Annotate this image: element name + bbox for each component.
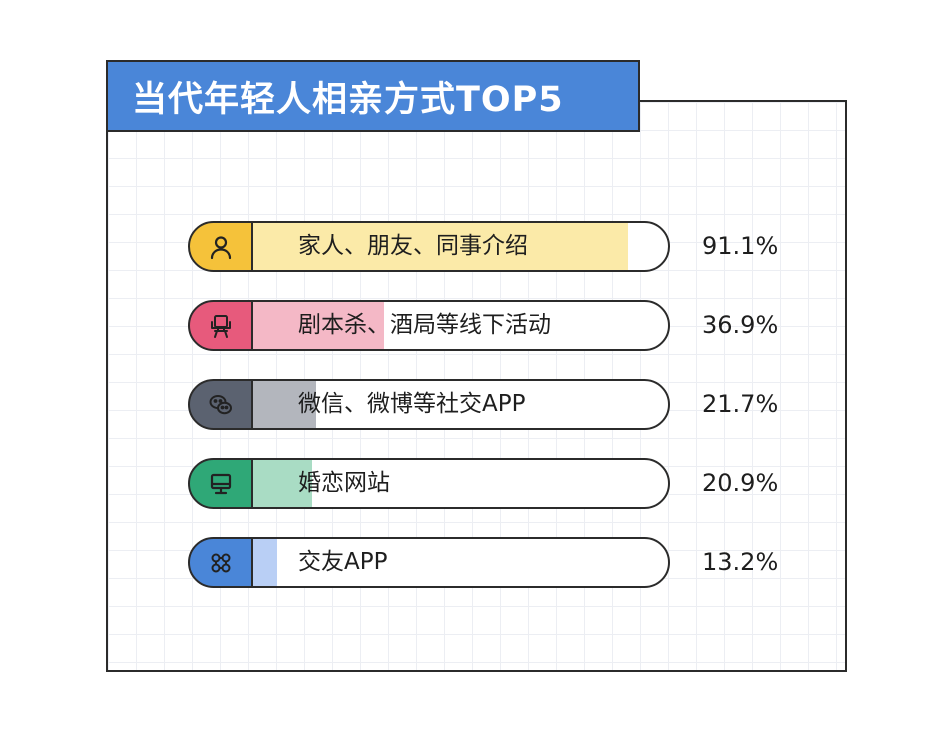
monitor-icon	[188, 458, 253, 509]
value-label: 13.2%	[702, 548, 779, 576]
bar-row-4: 婚恋网站 20.9%	[188, 458, 788, 509]
wechat-icon	[188, 379, 253, 430]
value-label: 21.7%	[702, 390, 779, 418]
value-label: 36.9%	[702, 311, 779, 339]
chart-title: 当代年轻人相亲方式TOP5	[132, 79, 564, 120]
bar-track	[216, 537, 670, 588]
bar-fill	[218, 223, 628, 270]
bar-track	[216, 379, 670, 430]
bar-row-5: 交友APP 13.2%	[188, 537, 788, 588]
value-label: 91.1%	[702, 232, 779, 260]
category-label: 剧本杀、酒局等线下活动	[298, 312, 551, 338]
title-banner: 当代年轻人相亲方式TOP5	[106, 60, 640, 132]
bar-track	[216, 221, 670, 272]
category-label: 婚恋网站	[298, 470, 390, 496]
bar-row-1: 家人、朋友、同事介绍 91.1%	[188, 221, 788, 272]
bar-row-2: 剧本杀、酒局等线下活动 36.9%	[188, 300, 788, 351]
category-label: 微信、微博等社交APP	[298, 391, 526, 417]
app-grid-icon	[188, 537, 253, 588]
category-label: 交友APP	[298, 549, 388, 575]
category-label: 家人、朋友、同事介绍	[298, 233, 528, 259]
bar-row-3: 微信、微博等社交APP 21.7%	[188, 379, 788, 430]
chair-icon	[188, 300, 253, 351]
bar-track	[216, 458, 670, 509]
person-icon	[188, 221, 253, 272]
value-label: 20.9%	[702, 469, 779, 497]
